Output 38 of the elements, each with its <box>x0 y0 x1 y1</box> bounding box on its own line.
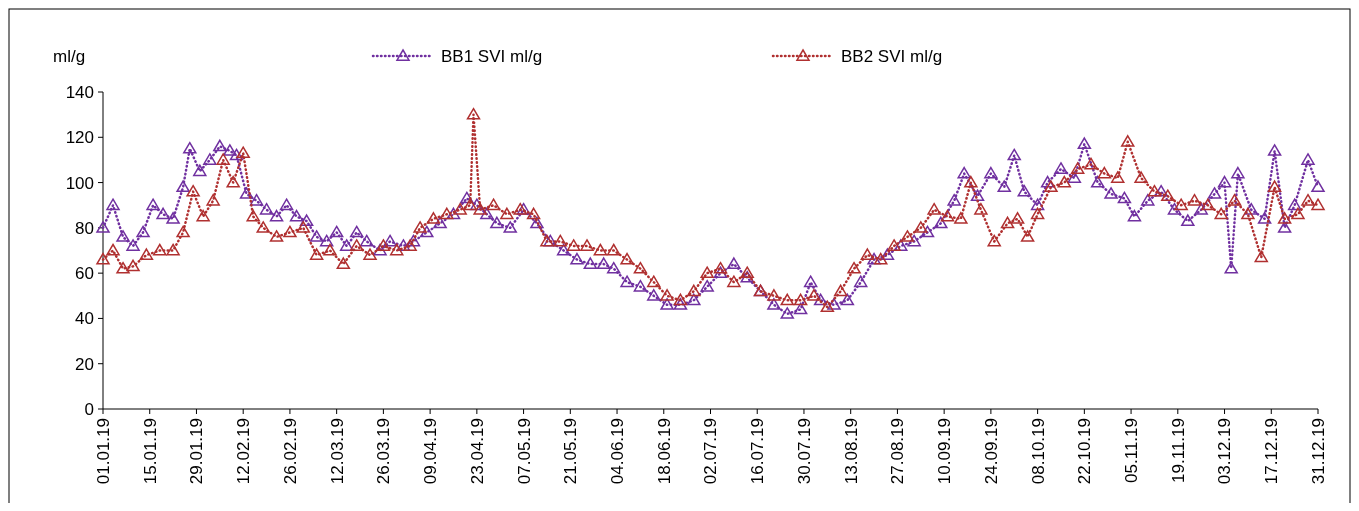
y-tick-label: 60 <box>75 264 94 284</box>
x-tick-label: 12.03.19 <box>327 418 347 485</box>
x-tick-label: 04.06.19 <box>607 418 627 485</box>
x-tick-label: 10.09.19 <box>935 418 955 485</box>
x-tick-label: 17.12.19 <box>1262 418 1282 485</box>
x-tick-label: 16.07.19 <box>748 418 768 485</box>
x-tick-label: 31.12.19 <box>1308 418 1328 485</box>
x-tick-label: 26.02.19 <box>280 418 300 485</box>
x-tick-label: 08.10.19 <box>1028 418 1048 485</box>
x-tick-label: 18.06.19 <box>654 418 674 485</box>
y-tick-label: 20 <box>75 354 94 374</box>
x-tick-label: 03.12.19 <box>1215 418 1235 485</box>
y-tick-label: 80 <box>75 218 94 238</box>
x-tick-label: 01.01.19 <box>93 418 113 485</box>
y-tick-label: 40 <box>75 309 94 329</box>
y-tick-label: 120 <box>65 128 94 148</box>
x-tick-label: 15.01.19 <box>140 418 160 485</box>
x-tick-label: 09.04.19 <box>421 418 441 485</box>
x-tick-label: 26.03.19 <box>374 418 394 485</box>
x-tick-label: 29.01.19 <box>187 418 207 485</box>
x-tick-label: 12.02.19 <box>234 418 254 485</box>
x-tick-label: 13.08.19 <box>841 418 861 485</box>
x-tick-label: 05.11.19 <box>1122 418 1142 483</box>
x-tick-label: 22.10.19 <box>1075 418 1095 485</box>
x-tick-label: 07.05.19 <box>514 418 534 485</box>
y-tick-label: 0 <box>84 399 94 419</box>
legend-label: BB1 SVI ml/g <box>441 46 543 66</box>
legend-label: BB2 SVI ml/g <box>841 46 943 66</box>
x-tick-label: 19.11.19 <box>1168 418 1188 483</box>
x-tick-label: 21.05.19 <box>561 418 581 485</box>
y-axis-title: ml/g <box>53 47 86 66</box>
x-tick-label: 02.07.19 <box>701 418 721 485</box>
y-tick-label: 140 <box>65 82 94 102</box>
x-tick-label: 27.08.19 <box>888 418 908 485</box>
x-tick-label: 30.07.19 <box>794 418 814 485</box>
y-tick-label: 100 <box>65 173 94 193</box>
x-tick-label: 23.04.19 <box>467 418 487 485</box>
x-tick-label: 24.09.19 <box>981 418 1001 485</box>
